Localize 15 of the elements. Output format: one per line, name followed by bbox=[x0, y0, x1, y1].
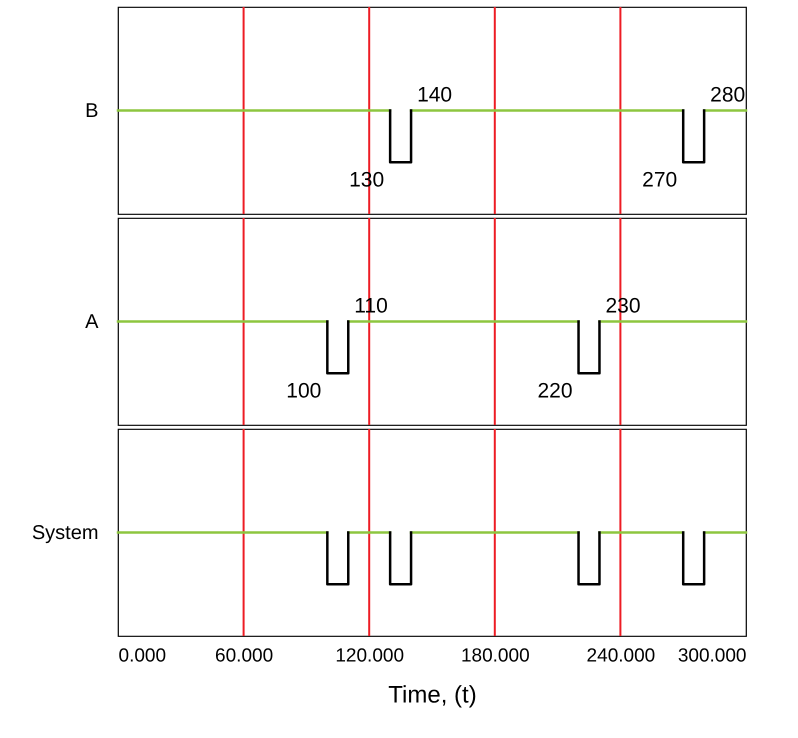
annotation: 140 bbox=[417, 84, 452, 106]
x-tick-label: 300.000 bbox=[678, 646, 746, 666]
annotation: 220 bbox=[537, 379, 573, 402]
y-axis-title: B bbox=[85, 100, 98, 122]
x-axis-title: Time, (t) bbox=[388, 682, 477, 708]
annotation: 270 bbox=[642, 168, 678, 192]
x-tick-label: 240.000 bbox=[586, 646, 656, 666]
x-tick-label: 0.000 bbox=[118, 646, 166, 666]
x-tick-label: 60.000 bbox=[215, 646, 274, 666]
annotation: 280 bbox=[710, 84, 746, 106]
annotation: 100 bbox=[286, 379, 322, 402]
x-tick-label: 180.000 bbox=[460, 646, 530, 666]
y-axis-title: A bbox=[85, 311, 100, 333]
y-axis-title: System bbox=[32, 522, 98, 544]
x-tick-label: 120.000 bbox=[335, 646, 404, 666]
